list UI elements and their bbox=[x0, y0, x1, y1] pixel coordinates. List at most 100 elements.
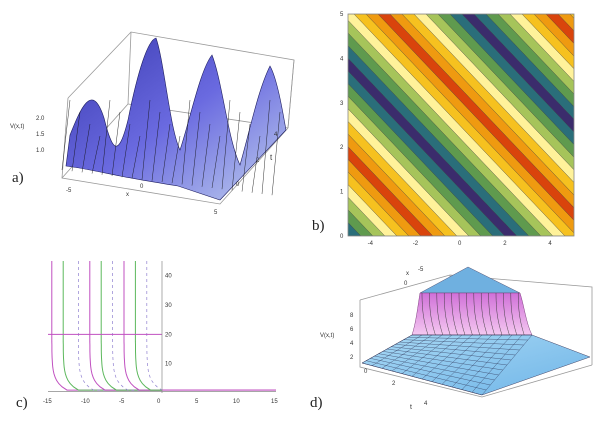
mesh-line bbox=[121, 123, 131, 178]
y-tick-label: 10 bbox=[165, 362, 172, 368]
x-tick-label: -5 bbox=[418, 267, 424, 273]
y-tick-label: 3 bbox=[340, 101, 344, 107]
mesh-line bbox=[451, 292, 458, 336]
t-tick-label: 4 bbox=[274, 132, 278, 138]
panel-c: -15 -10 -5 0 5 10 15 10 20 30 40 c) bbox=[0, 245, 300, 424]
series-line bbox=[146, 261, 163, 391]
mesh-line bbox=[131, 135, 141, 179]
t-tick-label: 2 bbox=[392, 381, 396, 387]
panel-b-label: b) bbox=[312, 218, 325, 234]
mesh-line bbox=[231, 111, 241, 191]
z-axis-label: V(x,t) bbox=[320, 333, 334, 339]
mesh-line bbox=[421, 292, 429, 336]
x-axis-label: x bbox=[126, 192, 129, 198]
t-tick-label: 2 bbox=[256, 158, 260, 164]
surface-plot-d: V(x,t) 8 6 4 2 x -5 0 0 2 4 t bbox=[320, 266, 593, 411]
z-tick-label: 4 bbox=[350, 341, 354, 347]
mesh-line bbox=[201, 123, 211, 187]
panel-d: V(x,t) 8 6 4 2 x -5 0 0 2 4 t d) bbox=[300, 245, 607, 424]
z-axis-label: V(x,t) bbox=[10, 124, 24, 130]
mesh-line bbox=[503, 292, 510, 336]
t-axis-label: t bbox=[270, 153, 273, 162]
y-tick-label: 4 bbox=[340, 56, 344, 62]
mesh-line bbox=[141, 99, 151, 180]
mesh-line bbox=[221, 99, 231, 190]
x-tick-label: 5 bbox=[214, 210, 218, 216]
y-tick-label: 40 bbox=[165, 274, 172, 280]
contour-band bbox=[449, 14, 574, 145]
surface-a bbox=[65, 37, 287, 201]
x-tick-label: 2 bbox=[503, 241, 507, 245]
x-tick-label: -10 bbox=[81, 399, 90, 405]
surface-wall-d bbox=[411, 292, 533, 336]
mesh-line bbox=[473, 292, 481, 336]
x-tick-label: 0 bbox=[157, 399, 161, 405]
x-tick-label: 15 bbox=[271, 399, 278, 405]
series-line bbox=[134, 261, 163, 391]
mesh-line bbox=[510, 292, 518, 336]
x-tick-label: -5 bbox=[119, 399, 125, 405]
mesh-line bbox=[251, 135, 261, 193]
mesh-line bbox=[471, 334, 523, 393]
contour-band bbox=[348, 234, 350, 236]
contour-band bbox=[533, 14, 574, 57]
contour-band bbox=[437, 14, 574, 158]
mesh-line bbox=[480, 292, 488, 336]
x-tick-label: 0 bbox=[140, 184, 144, 190]
y-tick-label: 20 bbox=[165, 332, 172, 338]
line-plot-c: -15 -10 -5 0 5 10 15 10 20 30 40 bbox=[43, 261, 278, 405]
mesh-line bbox=[81, 123, 91, 173]
panel-a-label: a) bbox=[12, 170, 24, 186]
contour-band bbox=[569, 14, 574, 19]
z-tick-label: 2 bbox=[350, 355, 354, 361]
mesh-line bbox=[495, 292, 503, 336]
panel-d-label: d) bbox=[310, 395, 323, 411]
mesh-line bbox=[191, 111, 201, 186]
panel-c-label: c) bbox=[16, 395, 28, 411]
contour-band bbox=[545, 14, 574, 44]
z-tick-label: 1.0 bbox=[36, 148, 45, 154]
contour-band bbox=[594, 14, 607, 236]
x-tick-label: -4 bbox=[368, 241, 374, 245]
mesh-line bbox=[466, 292, 473, 336]
contour-band bbox=[425, 14, 574, 171]
x-tick-label: 10 bbox=[233, 399, 240, 405]
z-tick-label: 2.0 bbox=[36, 116, 45, 122]
mesh-line bbox=[488, 292, 495, 336]
mesh-line bbox=[91, 135, 101, 174]
mesh-line bbox=[458, 292, 466, 336]
mesh-line bbox=[443, 292, 451, 336]
mesh-line bbox=[101, 99, 111, 175]
mesh-line bbox=[366, 360, 487, 391]
y-tick-label: 2 bbox=[340, 145, 344, 151]
x-tick-label: -5 bbox=[66, 188, 72, 194]
contour-band bbox=[557, 14, 574, 32]
contour-band bbox=[521, 14, 574, 69]
y-tick-label: 0 bbox=[340, 234, 344, 240]
z-tick-label: 8 bbox=[350, 313, 354, 319]
x-axis-label: x bbox=[406, 271, 409, 277]
mesh-line bbox=[481, 334, 533, 396]
x-tick-label: -2 bbox=[413, 241, 419, 245]
mesh-line bbox=[429, 292, 436, 336]
mesh-line bbox=[461, 334, 513, 390]
mesh-line bbox=[517, 292, 525, 336]
contour-band bbox=[348, 14, 566, 236]
x-tick-label: 5 bbox=[195, 399, 199, 405]
contour-band bbox=[389, 14, 574, 208]
y-tick-label: 1 bbox=[340, 190, 344, 196]
contour-band bbox=[497, 14, 574, 95]
series-line bbox=[78, 261, 163, 391]
series-line bbox=[100, 261, 163, 391]
mesh-line bbox=[151, 111, 161, 181]
contour-band bbox=[401, 14, 574, 196]
x-tick-label: 0 bbox=[404, 281, 408, 287]
x-tick-label: -15 bbox=[43, 399, 52, 405]
surface-plot-a: 2.0 1.5 1.0 V(x,t) -5 0 5 x 0 2 4 t bbox=[10, 31, 295, 216]
contour-band bbox=[485, 14, 574, 107]
z-tick-label: 6 bbox=[350, 327, 354, 333]
contour-band bbox=[509, 14, 574, 82]
panel-a: 2.0 1.5 1.0 V(x,t) -5 0 5 x 0 2 4 t a) bbox=[0, 0, 300, 235]
y-tick-label: 5 bbox=[340, 12, 344, 18]
series-line bbox=[112, 261, 163, 391]
